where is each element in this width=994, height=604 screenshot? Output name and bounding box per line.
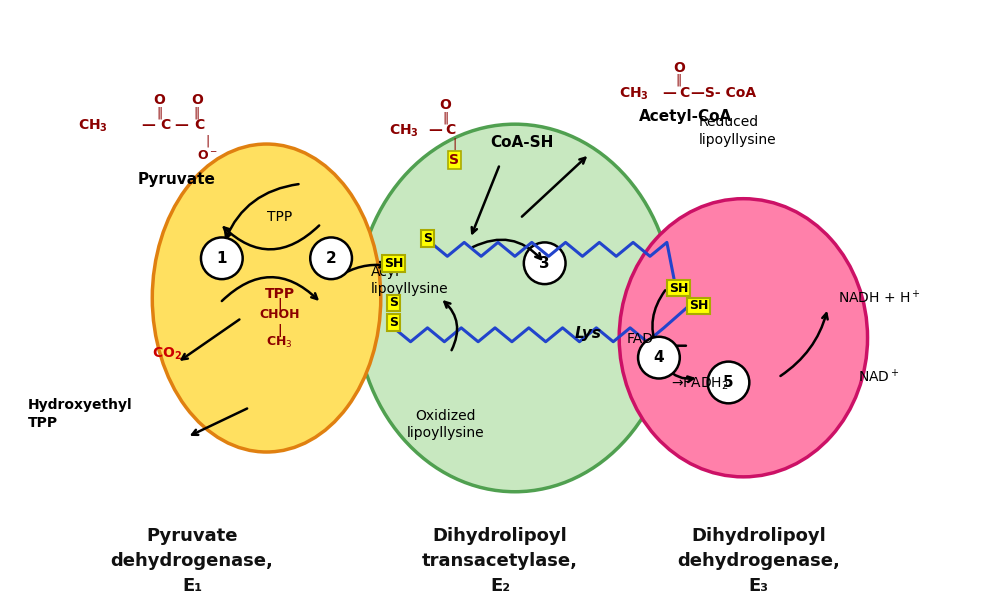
Text: $\mathbf{CH_3}$: $\mathbf{CH_3}$ <box>78 117 107 133</box>
Text: 3: 3 <box>540 255 550 271</box>
Ellipse shape <box>152 144 381 452</box>
Text: O: O <box>191 93 203 108</box>
Text: Oxidized
lipoyllysine: Oxidized lipoyllysine <box>407 409 484 440</box>
Text: Acyl
lipoyllysine: Acyl lipoyllysine <box>371 265 448 296</box>
Text: C: C <box>194 118 204 132</box>
Text: ‖: ‖ <box>442 111 448 124</box>
Text: ‖: ‖ <box>194 106 200 119</box>
Text: C: C <box>445 123 455 137</box>
Text: Dihydrolipoyl
transacetylase,
E₂: Dihydrolipoyl transacetylase, E₂ <box>422 527 578 596</box>
Text: $\mathbf{CO_2}$: $\mathbf{CO_2}$ <box>152 345 182 362</box>
Text: —: — <box>174 118 188 132</box>
Ellipse shape <box>619 199 868 477</box>
Text: S: S <box>423 232 432 245</box>
Text: Hydroxyethyl
TPP: Hydroxyethyl TPP <box>28 398 133 430</box>
Text: O$^-$: O$^-$ <box>198 149 219 162</box>
Text: C: C <box>679 86 689 100</box>
Text: SH: SH <box>384 257 404 270</box>
Circle shape <box>708 362 749 403</box>
Text: Acetyl-CoA: Acetyl-CoA <box>639 109 733 124</box>
Text: $\mathbf{CH_3}$: $\mathbf{CH_3}$ <box>619 85 649 101</box>
Text: CHOH: CHOH <box>259 308 299 321</box>
Text: 1: 1 <box>217 251 227 266</box>
Text: Pyruvate: Pyruvate <box>137 172 216 187</box>
Text: TPP: TPP <box>266 210 292 223</box>
Text: ‖: ‖ <box>676 74 682 86</box>
Text: S: S <box>449 153 459 167</box>
Text: |: | <box>452 137 456 150</box>
Text: CoA-SH: CoA-SH <box>490 135 554 150</box>
Text: 2: 2 <box>326 251 337 266</box>
Text: CH$_3$: CH$_3$ <box>266 335 293 350</box>
Text: O: O <box>439 98 451 112</box>
Circle shape <box>310 237 352 279</box>
Circle shape <box>638 337 680 379</box>
Text: →FADH$_2$: →FADH$_2$ <box>671 376 729 392</box>
Text: ‖: ‖ <box>156 106 162 119</box>
Text: |: | <box>206 134 210 147</box>
Text: FAD: FAD <box>627 332 654 345</box>
Text: |: | <box>277 324 281 337</box>
Text: TPP: TPP <box>264 287 294 301</box>
Text: —: — <box>428 123 442 137</box>
Text: NADH + H$^+$: NADH + H$^+$ <box>838 289 920 306</box>
Text: O: O <box>673 60 685 74</box>
Text: O: O <box>153 93 165 108</box>
Text: |: | <box>277 298 281 311</box>
Text: —: — <box>662 86 676 100</box>
Text: 5: 5 <box>724 375 734 390</box>
Text: C: C <box>160 118 171 132</box>
Circle shape <box>201 237 243 279</box>
Circle shape <box>524 242 566 284</box>
Text: NAD$^+$: NAD$^+$ <box>858 368 900 385</box>
Text: Reduced
lipoyllysine: Reduced lipoyllysine <box>699 115 776 147</box>
Text: —: — <box>141 118 155 132</box>
Text: SH: SH <box>689 300 709 312</box>
Text: $\mathbf{CH_3}$: $\mathbf{CH_3}$ <box>389 122 418 138</box>
Text: —S- CoA: —S- CoA <box>691 86 755 100</box>
Text: Lys: Lys <box>575 326 601 341</box>
Text: 4: 4 <box>654 350 664 365</box>
Text: S: S <box>390 316 399 329</box>
Text: Dihydrolipoyl
dehydrogenase,
E₃: Dihydrolipoyl dehydrogenase, E₃ <box>677 527 840 596</box>
Text: S: S <box>390 297 399 309</box>
Text: Pyruvate
dehydrogenase,
E₁: Pyruvate dehydrogenase, E₁ <box>110 527 273 596</box>
Text: SH: SH <box>669 281 689 295</box>
Ellipse shape <box>356 124 674 492</box>
